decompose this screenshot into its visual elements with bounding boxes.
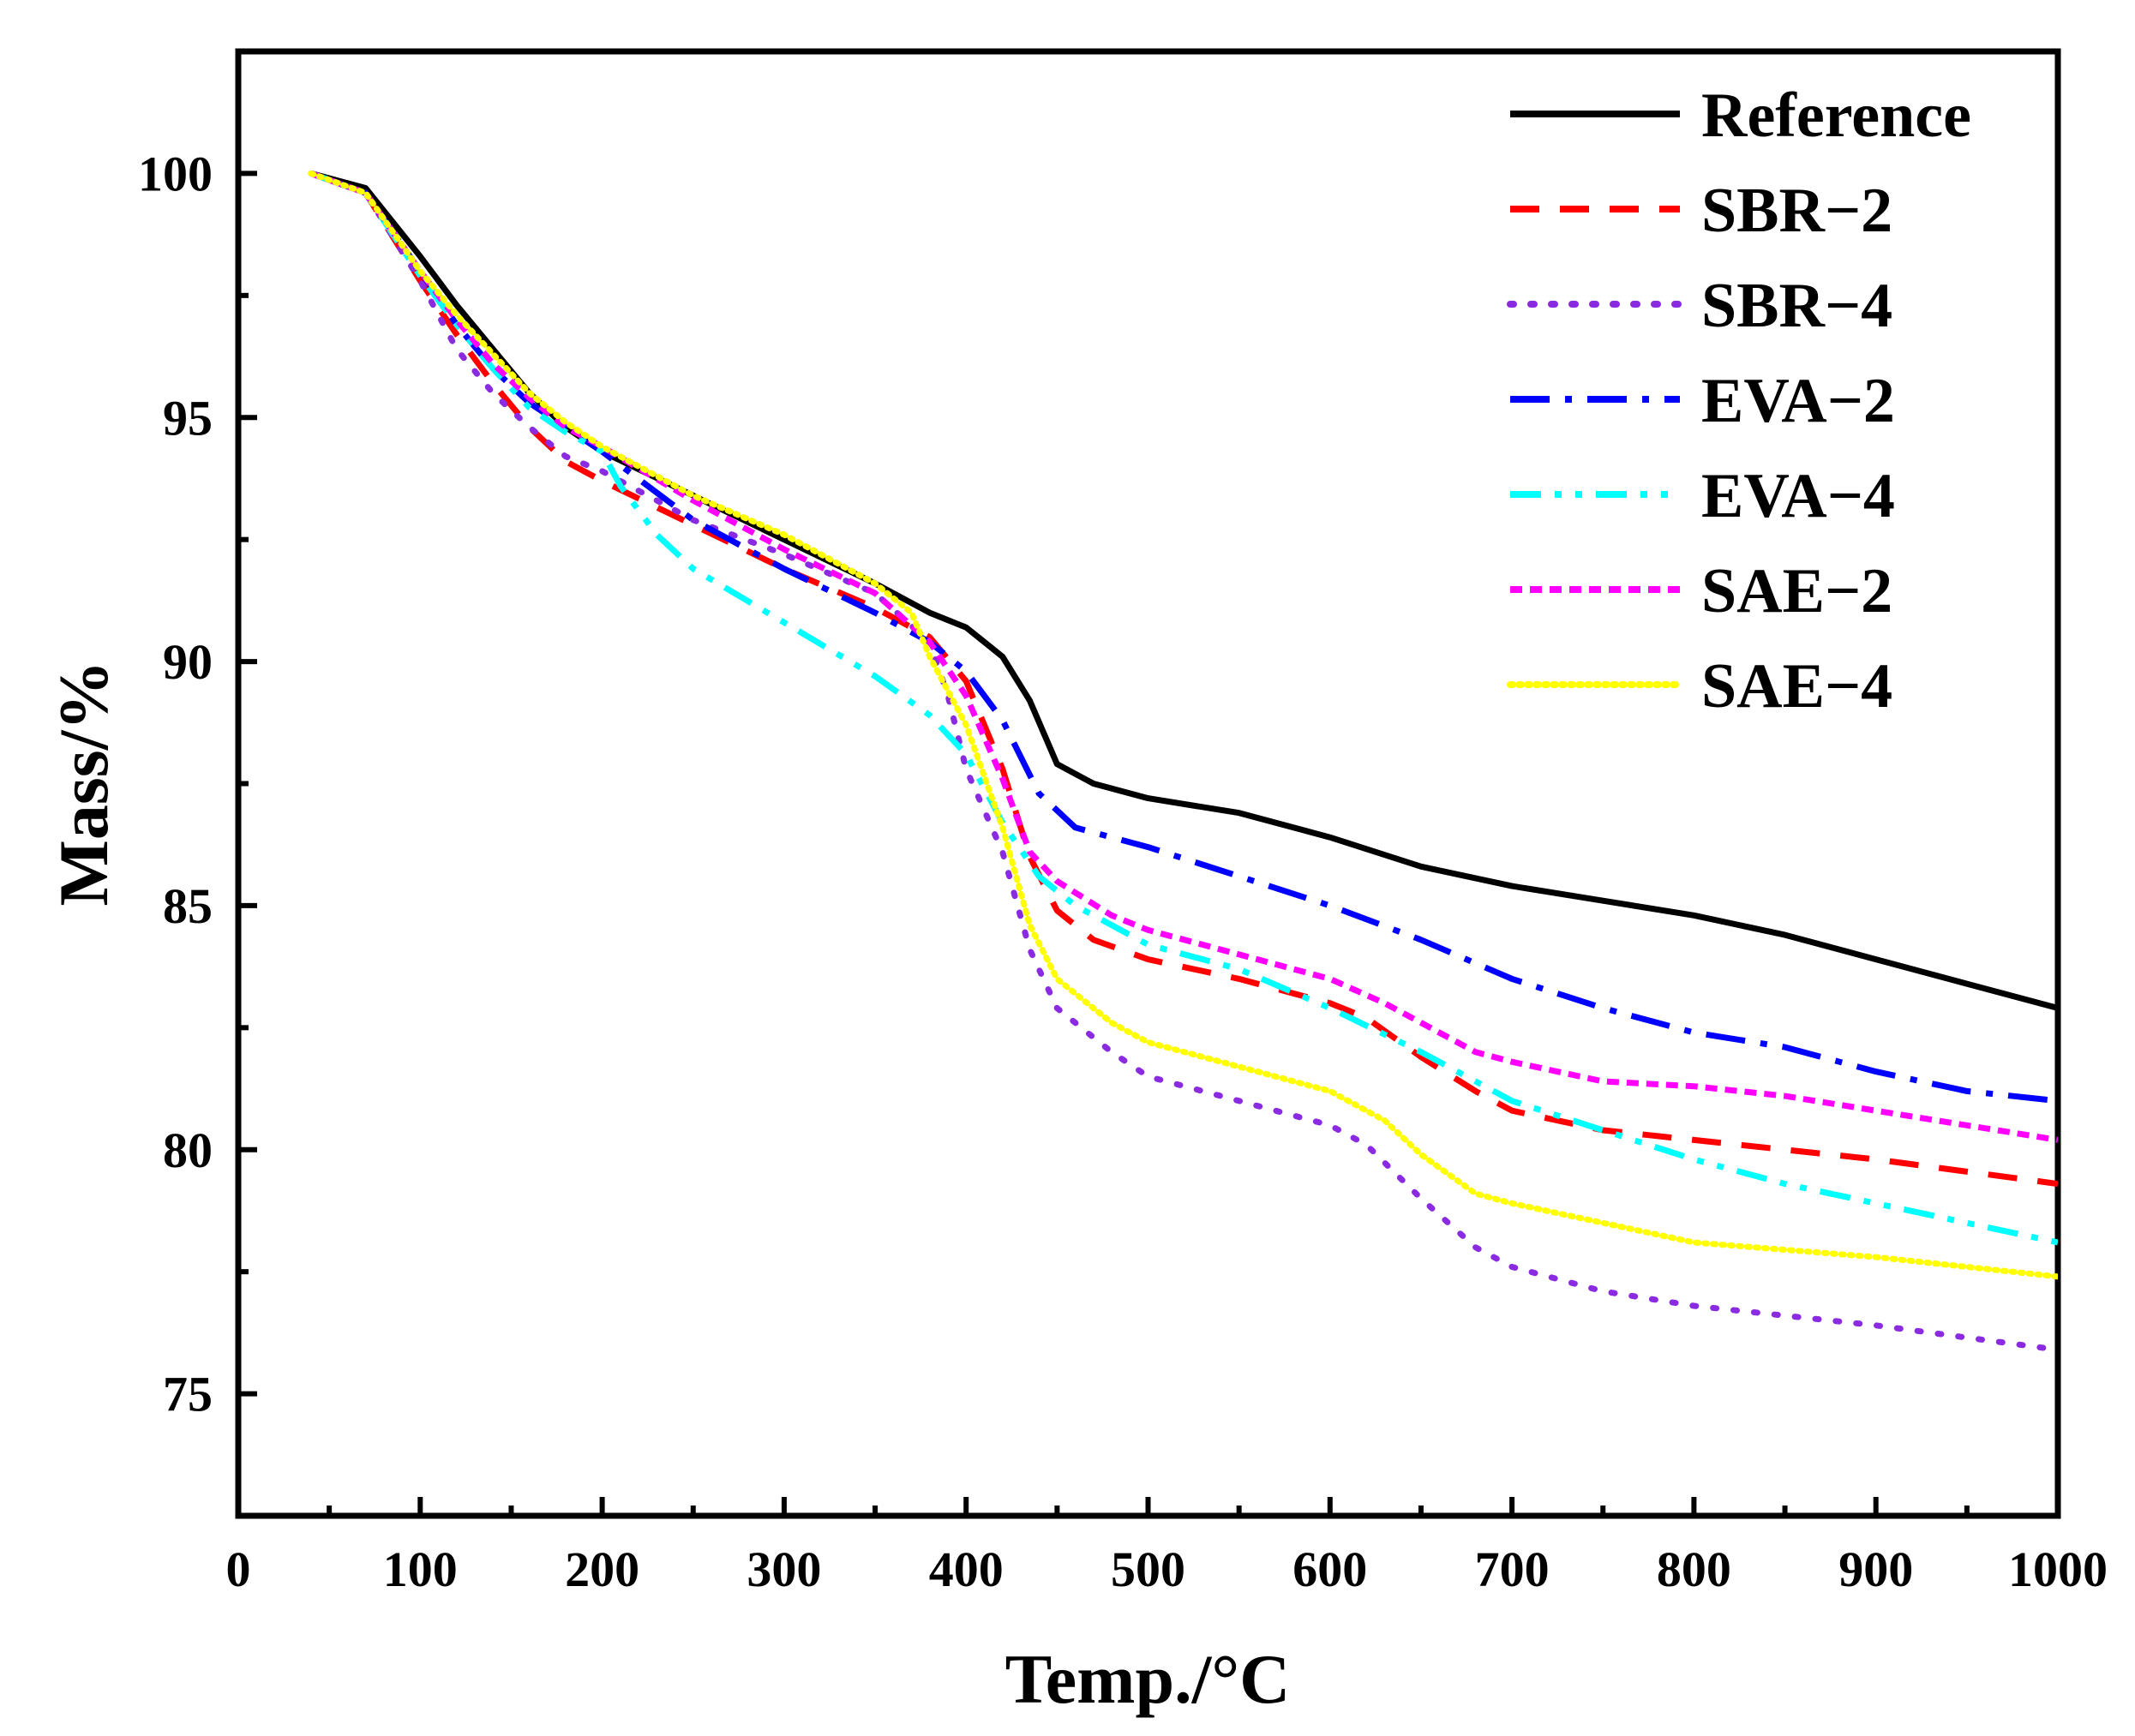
- y-tick-label: 80: [163, 1122, 213, 1178]
- y-tick-label: 95: [163, 390, 213, 446]
- series-lines: [308, 170, 2058, 1353]
- legend: Reference SBR−2 SBR−4 EVA−2 EVA−4 SAE−2 SAE−4: [1507, 81, 1971, 721]
- x-tick-label: 100: [383, 1541, 458, 1597]
- y-axis-title: Mass/%: [45, 661, 123, 907]
- x-tick-label: 600: [1292, 1541, 1367, 1597]
- y-tick-label: 75: [163, 1367, 213, 1422]
- x-tick-label: 1000: [2008, 1541, 2108, 1597]
- x-axis-ticks: 0 100 200 300 400 500 600 700 800 900 1000: [226, 1497, 2108, 1597]
- x-tick-label: 300: [747, 1541, 821, 1597]
- y-tick-label: 100: [138, 146, 213, 201]
- y-axis-ticks: 75 80 85 90 95 100: [138, 49, 257, 1518]
- series-line-sbr-4: [308, 170, 2058, 1353]
- y-tick-label: 90: [163, 634, 213, 690]
- x-axis-title: Temp./°C: [1005, 1640, 1291, 1718]
- legend-label: SBR−2: [1701, 176, 1892, 246]
- legend-label: EVA−4: [1701, 461, 1895, 531]
- x-tick-label: 500: [1111, 1541, 1185, 1597]
- series-line-eva-2: [309, 171, 2058, 1104]
- legend-label: Reference: [1701, 81, 1971, 151]
- x-tick-label: 800: [1657, 1541, 1731, 1597]
- series-line-reference: [309, 171, 2058, 1011]
- legend-label: SAE−2: [1701, 556, 1892, 626]
- x-tick-label: 0: [226, 1541, 251, 1597]
- series-line-sae-4: [308, 170, 2058, 1280]
- x-tick-label: 700: [1475, 1541, 1550, 1597]
- legend-label: SBR−4: [1701, 271, 1892, 341]
- legend-label: SAE−4: [1701, 651, 1892, 721]
- x-tick-label: 900: [1838, 1541, 1913, 1597]
- legend-label: EVA−2: [1701, 366, 1895, 436]
- x-tick-label: 200: [565, 1541, 639, 1597]
- y-tick-label: 85: [163, 878, 213, 934]
- x-tick-label: 400: [929, 1541, 1004, 1597]
- series-line-sae-2: [309, 171, 2058, 1143]
- series-line-sbr-2: [309, 171, 2058, 1188]
